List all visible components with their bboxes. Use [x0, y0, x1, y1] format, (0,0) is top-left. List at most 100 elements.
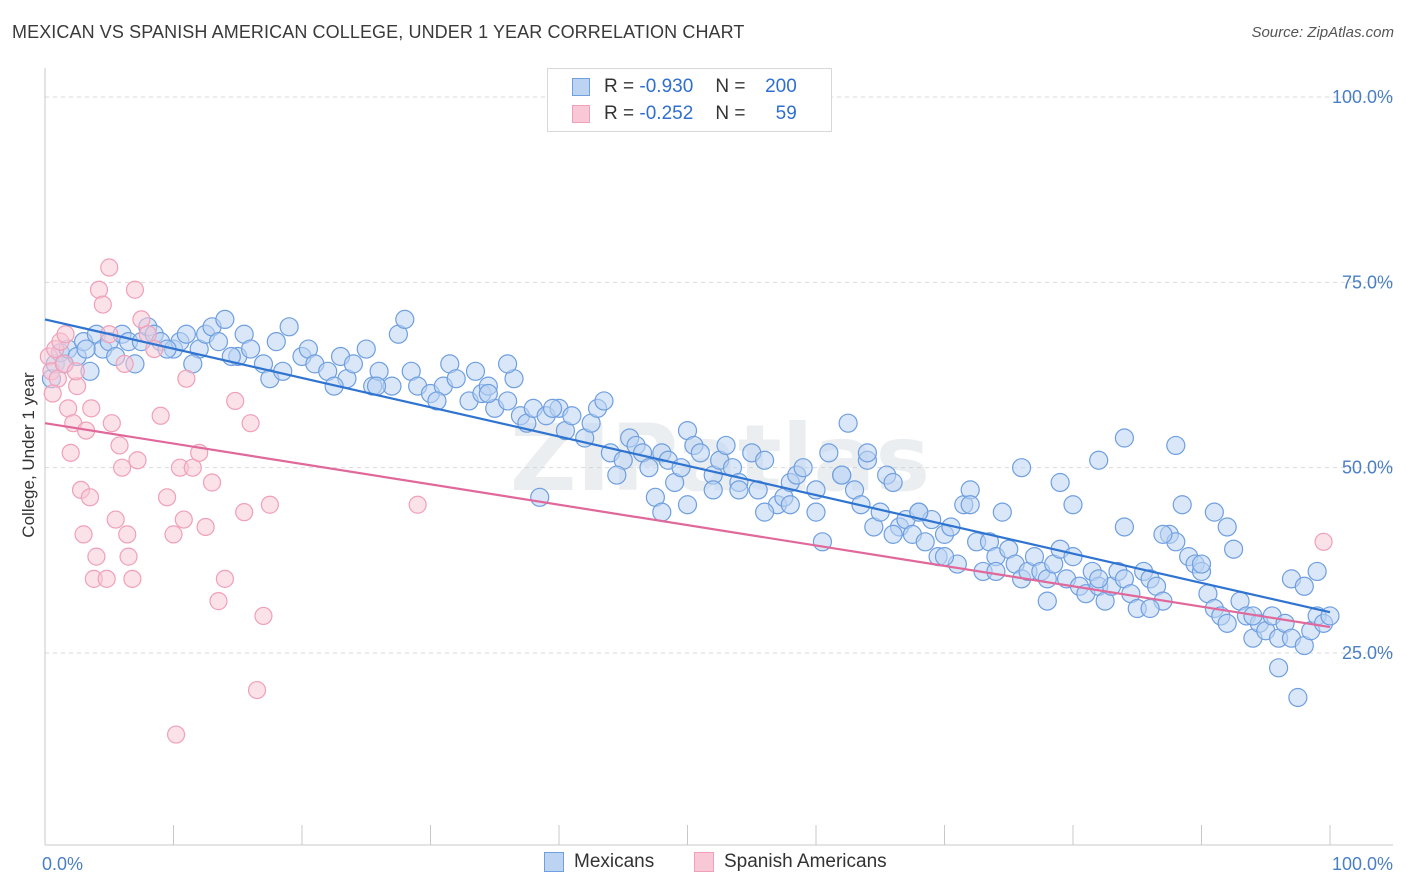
- spanish-americans-point: [112, 458, 132, 477]
- y-tick-label: 25.0%: [1342, 643, 1393, 663]
- mexicans-point: [1140, 598, 1160, 619]
- mexicans-point: [671, 458, 691, 478]
- legend-label: Spanish Americans: [724, 851, 887, 872]
- mexicans-point: [498, 391, 518, 411]
- mexicans-point: [562, 406, 582, 426]
- mexicans-point: [639, 458, 659, 478]
- mexicans-point: [806, 502, 826, 522]
- n-label: N =: [715, 103, 746, 124]
- mexicans-point: [754, 450, 775, 470]
- mexicans-point: [1114, 428, 1135, 448]
- mexicans-trend-line: [44, 318, 1331, 614]
- spanish-americans-point: [61, 443, 80, 462]
- mexicans-point: [729, 480, 749, 500]
- mexicans-point: [1011, 458, 1032, 478]
- mexicans-point: [498, 354, 518, 374]
- mexicans-point: [1063, 495, 1083, 515]
- x-tick-label: 100.0%: [1332, 854, 1393, 874]
- spanish-americans-point: [115, 354, 134, 373]
- spanish-americans-point: [89, 280, 109, 299]
- mexicans-point: [793, 458, 813, 478]
- mexicans-point: [1307, 561, 1327, 582]
- spanish-americans-point: [87, 547, 106, 566]
- mexicans-point: [716, 435, 736, 456]
- spanish-americans-point: [74, 525, 93, 544]
- mexicans-point: [266, 332, 286, 352]
- r-label: R =: [604, 103, 635, 124]
- spanish-americans-point: [174, 510, 193, 529]
- mexicans-point: [1166, 435, 1186, 456]
- mexicans-point: [703, 480, 723, 500]
- stats-legend: R = -0.930 N = 200 R = -0.252 N = 59: [547, 68, 832, 132]
- mexicans-point: [76, 339, 96, 359]
- legend-item-mexicans[interactable]: Mexicans: [544, 851, 654, 873]
- spanish-americans-point: [408, 495, 427, 514]
- y-tick-label: 50.0%: [1342, 458, 1393, 478]
- mexicans-point: [1089, 450, 1109, 470]
- mexicans-point: [1114, 517, 1135, 537]
- mexicans-point: [1204, 502, 1224, 522]
- mexicans-point: [1217, 613, 1237, 633]
- mexicans-point: [395, 309, 415, 329]
- spanish-americans-point: [106, 510, 125, 529]
- spanish-americans-point: [102, 414, 121, 433]
- spanish-americans-point: [93, 295, 112, 314]
- mexicans-point: [1037, 591, 1057, 611]
- mexicans-point: [1191, 554, 1212, 574]
- spanish-americans-trend-line: [44, 422, 1331, 629]
- mexicans-point: [542, 398, 563, 418]
- mexicans-point: [1217, 517, 1237, 537]
- mexicans-point: [832, 465, 852, 485]
- mexicans-point: [883, 472, 903, 493]
- spanish-americans-point: [66, 362, 85, 381]
- legend-row-spanish-americans: R = -0.252 N = 59: [572, 102, 797, 126]
- spanish-americans-point: [202, 473, 222, 492]
- n-value: 200: [765, 76, 797, 97]
- r-value: -0.930: [639, 76, 694, 97]
- r-label: R =: [604, 76, 635, 97]
- mexicans-point: [176, 324, 196, 344]
- spanish-americans-point: [80, 488, 100, 507]
- spanish-americans-point: [157, 488, 177, 507]
- spanish-americans-point: [82, 399, 101, 418]
- mexicans-point: [1320, 606, 1340, 626]
- mexicans-point: [1294, 576, 1314, 596]
- mexicans-point: [992, 502, 1012, 522]
- mexicans-point: [465, 361, 486, 381]
- spanish-americans-point: [235, 503, 254, 522]
- spanish-americans-point: [123, 569, 142, 588]
- mexicans-point: [652, 502, 672, 522]
- legend-item-spanish-americans[interactable]: Spanish Americans: [694, 851, 887, 873]
- spanish-americans-point: [166, 725, 186, 744]
- x-tick-label: 0.0%: [42, 854, 83, 874]
- spanish-americans-point: [260, 495, 279, 514]
- mexicans-swatch: [572, 78, 590, 96]
- mexicans-point: [754, 502, 775, 522]
- mexicans-point: [1172, 495, 1192, 515]
- spanish-americans-point: [100, 258, 119, 277]
- spanish-americans-point: [1314, 532, 1333, 551]
- spanish-americans-point: [56, 325, 75, 344]
- mexicans-point: [1268, 658, 1289, 678]
- spanish-americans-point: [254, 606, 273, 626]
- spanish-americans-swatch: [694, 852, 714, 872]
- mexicans-point: [343, 354, 363, 374]
- mexicans-point: [1288, 687, 1308, 708]
- mexicans-point: [427, 391, 447, 411]
- spanish-americans-point: [241, 414, 260, 433]
- y-tick-label: 75.0%: [1342, 272, 1393, 292]
- n-label: N =: [715, 76, 746, 97]
- mexicans-point: [780, 495, 800, 515]
- mexicans-point: [1224, 539, 1244, 559]
- mexicans-point: [215, 309, 235, 329]
- spanish-americans-point: [215, 569, 234, 588]
- mexicans-point: [883, 524, 903, 544]
- spanish-americans-point: [43, 384, 62, 403]
- mexicans-point: [1089, 569, 1109, 589]
- spanish-americans-point: [110, 436, 129, 455]
- mexicans-point: [838, 413, 858, 433]
- mexicans-point: [478, 383, 498, 404]
- mexicans-swatch: [544, 852, 564, 872]
- spanish-americans-point: [196, 517, 215, 537]
